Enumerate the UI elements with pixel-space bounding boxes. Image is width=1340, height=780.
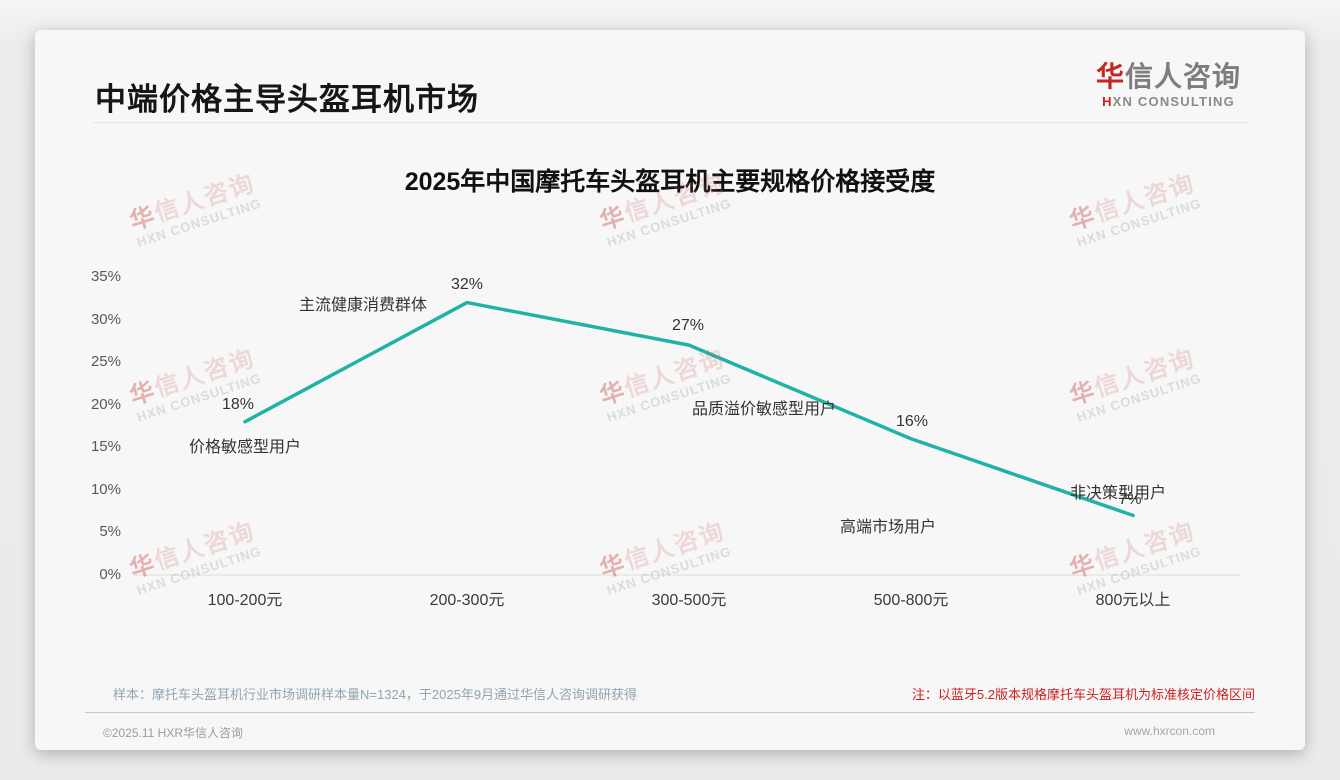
company-logo: 华信人咨询 HXN CONSULTING: [1095, 61, 1241, 109]
watermark-en-text: HXN CONSULTING: [134, 194, 264, 250]
y-tick-label: 25%: [90, 353, 121, 371]
logo-chinese-text: 华信人咨询: [1095, 61, 1241, 93]
annotation-label: 品质溢价敏感型用户: [691, 401, 837, 418]
sample-note: 样本：摩托车头盔耳机行业市场调研样本量N=1324，于2025年9月通过华信人咨…: [113, 687, 638, 702]
slide-card: 中端价格主导头盔耳机市场 华信人咨询 HXN CONSULTING 2025年中…: [35, 30, 1305, 750]
annotation-label: 主流健康消费群体: [298, 297, 428, 314]
data-point-value-label: 16%: [895, 412, 929, 430]
header-divider: [93, 122, 1247, 123]
watermark-en-text: HXN CONSULTING: [604, 194, 734, 250]
x-category-label: 300-500元: [651, 592, 727, 609]
pricing-note: 注：以蓝牙5.2版本规格摩托车头盔耳机为标准核定价格区间: [911, 687, 1255, 702]
x-category-label: 100-200元: [207, 592, 283, 609]
y-tick-label: 5%: [99, 523, 121, 541]
logo-rest-chars: 信人咨询: [1124, 61, 1241, 92]
data-point-value-label: 7%: [1118, 491, 1142, 509]
logo-en-accent-char: H: [1102, 93, 1113, 109]
price-acceptance-line-chart: [134, 300, 1240, 576]
annotation-label: 非决策型用户: [1069, 485, 1167, 502]
chart-title: 2025年中国摩托车头盔耳机主要规格价格接受度: [404, 168, 936, 196]
y-tick-label: 20%: [90, 395, 121, 413]
y-tick-label: 15%: [90, 438, 121, 456]
data-point-value-label: 32%: [450, 275, 484, 293]
data-point-value-label: 27%: [671, 317, 705, 335]
y-tick-label: 0%: [99, 566, 121, 583]
x-category-label: 200-300元: [429, 592, 505, 609]
logo-en-rest-chars: XN CONSULTING: [1112, 93, 1235, 109]
annotation-label: 高端市场用户: [839, 519, 937, 536]
acceptance-line-series: [243, 300, 1135, 518]
watermark-en-text: HXN CONSULTING: [1074, 194, 1204, 250]
x-category-label: 800元以上: [1095, 592, 1171, 609]
y-tick-label: 10%: [90, 480, 121, 498]
footer-website: www.hxrcon.com: [1124, 724, 1215, 738]
logo-english-text: HXN CONSULTING: [1096, 93, 1241, 109]
data-point-value-label: 18%: [221, 395, 255, 413]
y-tick-label: 30%: [90, 310, 121, 328]
footer-divider: [85, 712, 1255, 713]
y-tick-label: 35%: [90, 268, 121, 285]
footer-copyright: ©2025.11 HXR华信人咨询: [103, 726, 243, 740]
x-category-label: 500-800元: [873, 592, 949, 609]
page-title: 中端价格主导头盔耳机市场: [95, 82, 479, 117]
logo-accent-char: 华: [1095, 61, 1125, 92]
annotation-label: 价格敏感型用户: [188, 439, 302, 456]
